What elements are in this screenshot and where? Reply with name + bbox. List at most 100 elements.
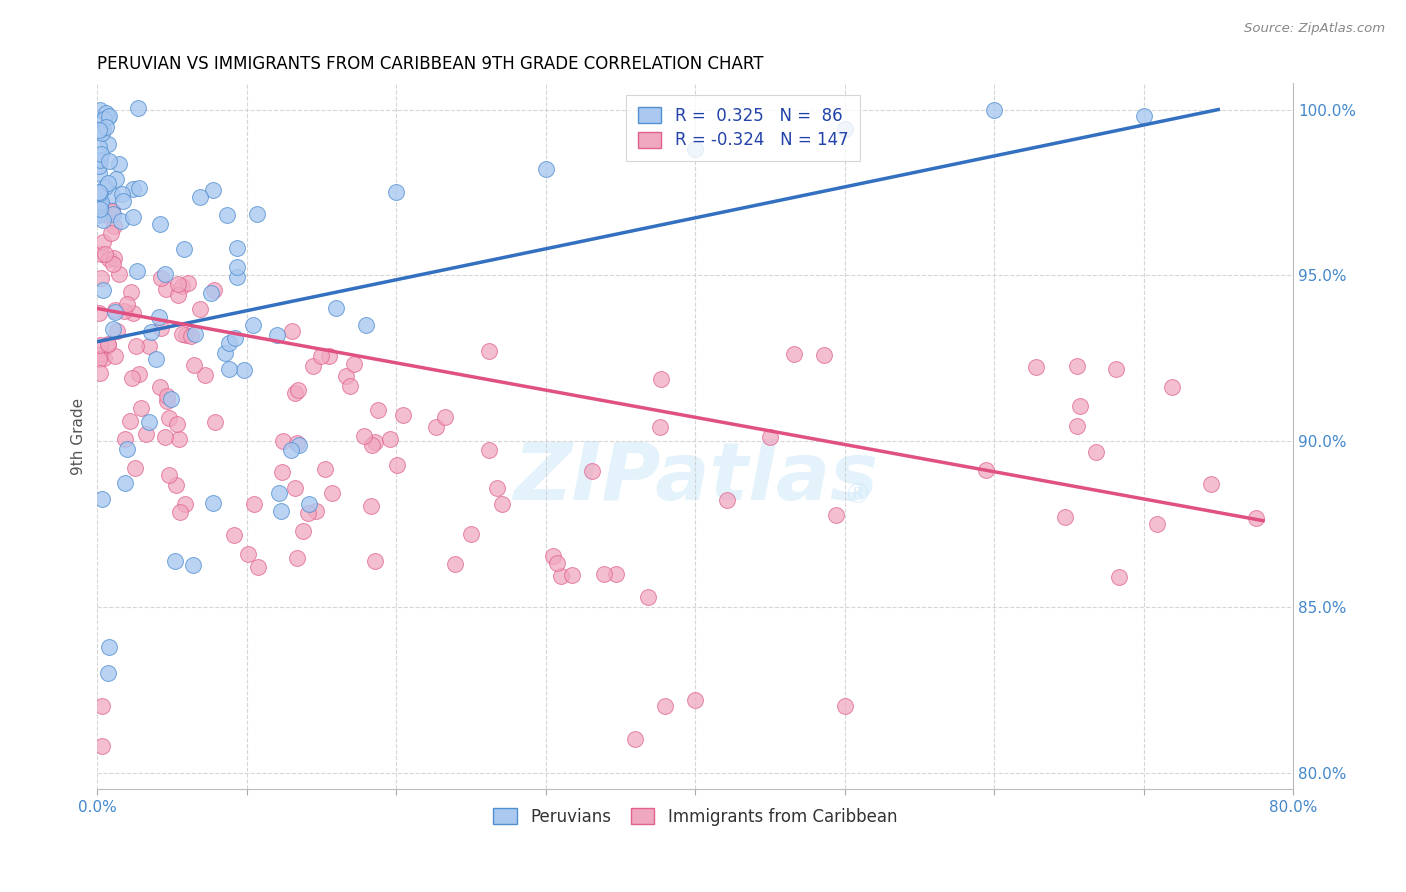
Point: [650, 419, 672, 434]
Point: [167, 288, 190, 302]
Point: [122, 182, 145, 196]
Point: [1108, 569, 1130, 583]
Point: [380, 432, 402, 446]
Point: [188, 190, 211, 204]
Point: [353, 429, 375, 443]
Point: [650, 372, 672, 386]
Point: [225, 241, 247, 255]
Point: [87, 206, 110, 220]
Point: [243, 497, 266, 511]
Point: [242, 318, 264, 333]
Point: [225, 260, 247, 275]
Point: [305, 504, 328, 518]
Point: [166, 417, 188, 431]
Point: [122, 210, 145, 224]
Point: [281, 324, 304, 338]
Point: [89, 186, 111, 201]
Point: [90, 739, 112, 753]
Point: [165, 478, 187, 492]
Point: [112, 304, 135, 318]
Point: [177, 276, 200, 290]
Point: [188, 302, 211, 317]
Point: [101, 207, 124, 221]
Point: [385, 458, 408, 472]
Point: [93, 179, 115, 194]
Point: [89, 202, 111, 216]
Point: [169, 505, 191, 519]
Point: [284, 481, 307, 495]
Point: [90, 195, 112, 210]
Text: ®: ®: [842, 483, 870, 510]
Point: [624, 732, 647, 747]
Point: [233, 362, 256, 376]
Point: [89, 153, 111, 168]
Point: [97, 666, 120, 681]
Point: [356, 318, 378, 332]
Point: [1066, 359, 1088, 373]
Point: [156, 393, 179, 408]
Point: [561, 567, 583, 582]
Point: [125, 264, 148, 278]
Point: [101, 257, 124, 271]
Point: [155, 430, 177, 444]
Point: [89, 103, 111, 117]
Point: [89, 338, 111, 352]
Point: [204, 415, 226, 429]
Point: [149, 320, 172, 334]
Point: [834, 699, 856, 714]
Point: [101, 322, 124, 336]
Point: [163, 554, 186, 568]
Point: [1054, 510, 1077, 524]
Point: [135, 426, 157, 441]
Point: [121, 371, 143, 385]
Point: [491, 497, 513, 511]
Point: [284, 386, 307, 401]
Point: [183, 358, 205, 372]
Point: [145, 352, 167, 367]
Point: [97, 338, 120, 352]
Point: [104, 172, 127, 186]
Point: [247, 560, 270, 574]
Point: [97, 252, 120, 267]
Point: [783, 347, 806, 361]
Y-axis label: 9th Grade: 9th Grade: [72, 398, 86, 475]
Point: [181, 558, 204, 572]
Point: [385, 186, 408, 200]
Point: [360, 500, 382, 514]
Point: [236, 547, 259, 561]
Point: [90, 491, 112, 506]
Point: [87, 306, 110, 320]
Point: [159, 467, 181, 482]
Point: [225, 269, 247, 284]
Point: [270, 504, 292, 518]
Point: [292, 524, 315, 538]
Point: [364, 434, 387, 449]
Point: [122, 305, 145, 319]
Point: [759, 430, 782, 444]
Point: [172, 327, 194, 342]
Point: [433, 410, 456, 425]
Point: [444, 557, 467, 571]
Point: [173, 242, 195, 256]
Point: [107, 267, 129, 281]
Point: [105, 324, 128, 338]
Point: [157, 411, 180, 425]
Point: [89, 366, 111, 380]
Point: [637, 591, 659, 605]
Text: ZIPatlas: ZIPatlas: [513, 440, 877, 517]
Point: [202, 183, 225, 197]
Point: [825, 508, 848, 523]
Point: [90, 203, 112, 218]
Point: [90, 147, 112, 161]
Point: [103, 219, 125, 233]
Point: [115, 297, 138, 311]
Point: [91, 283, 114, 297]
Point: [94, 120, 117, 134]
Point: [813, 347, 835, 361]
Point: [138, 415, 160, 429]
Point: [364, 554, 387, 568]
Point: [150, 270, 173, 285]
Point: [1132, 109, 1154, 123]
Point: [93, 351, 115, 365]
Point: [224, 528, 246, 542]
